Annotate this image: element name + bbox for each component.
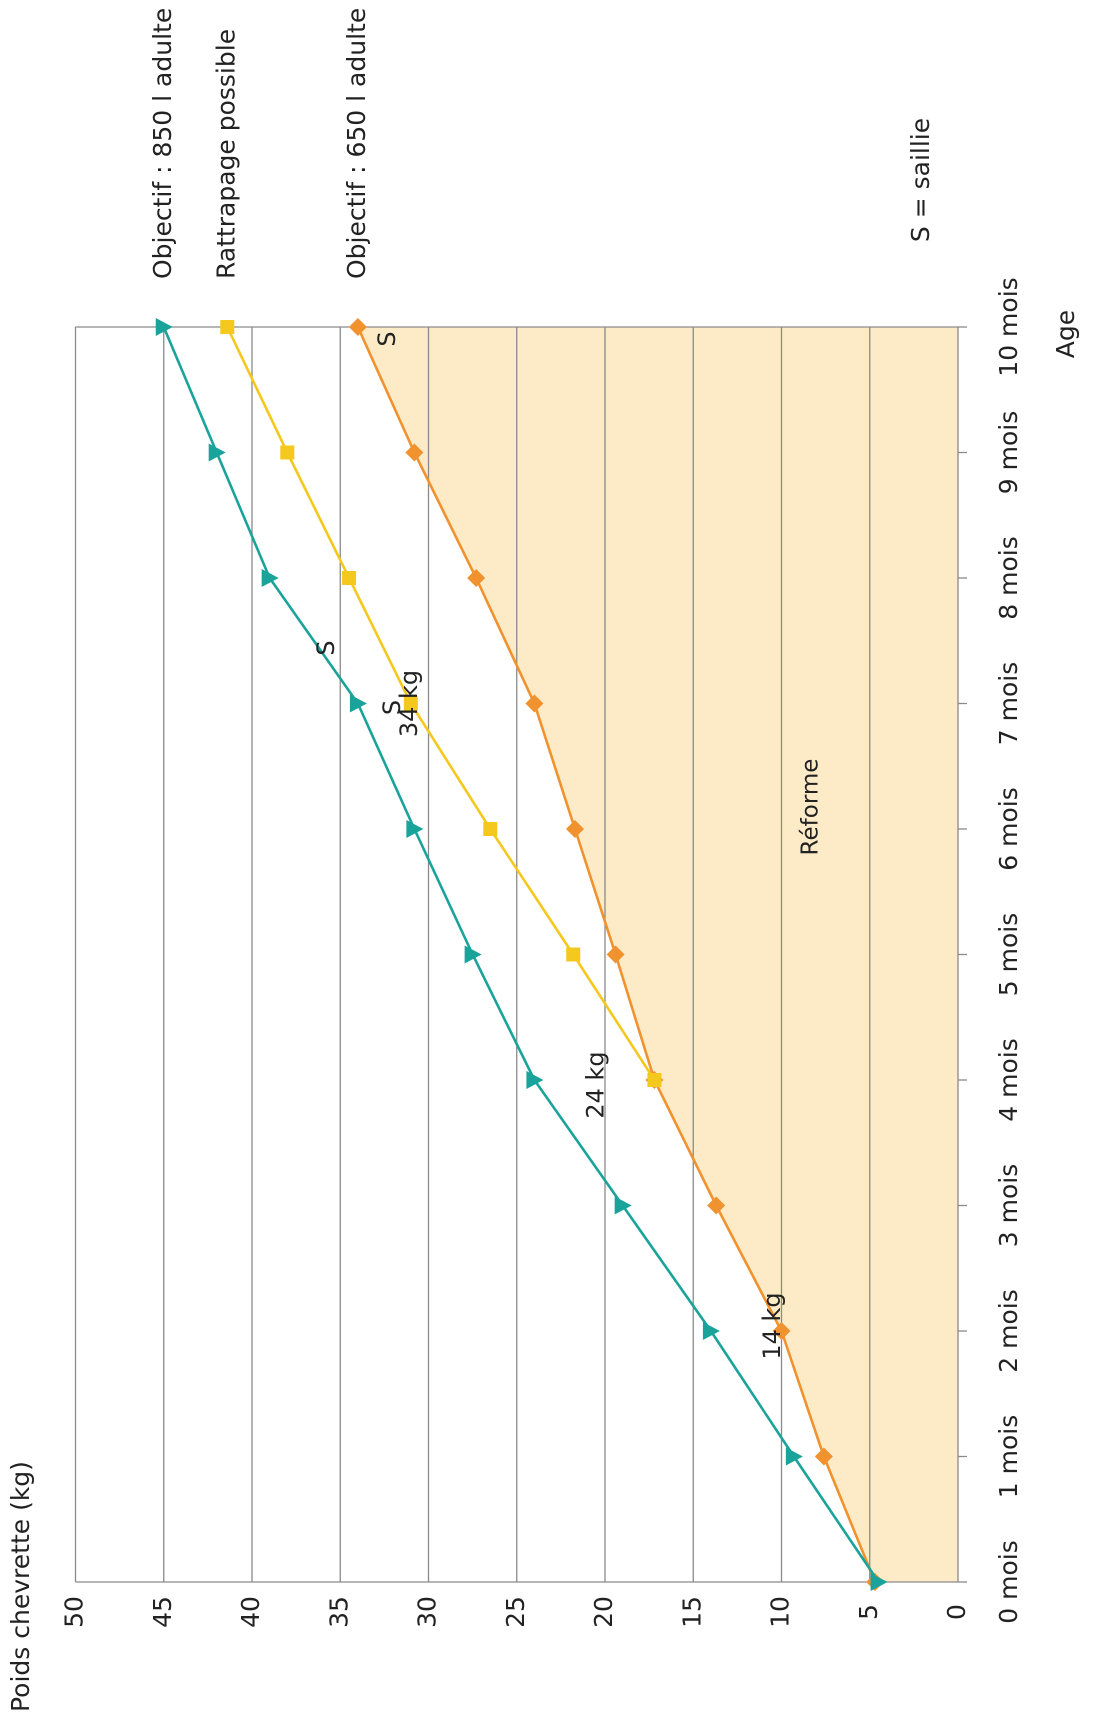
x-tick-label: 0 mois [994, 1540, 1023, 1623]
data-point [348, 318, 367, 336]
data-point [707, 1196, 726, 1215]
x-tick-label: 10 mois [994, 277, 1023, 376]
y-tick-label: 40 [236, 1596, 265, 1628]
data-point [814, 1447, 833, 1466]
data-point [464, 945, 482, 964]
x-tick-label: 8 mois [994, 536, 1023, 619]
reforme-region [357, 327, 958, 1582]
annotation-label: S [373, 331, 401, 346]
y-tick-label: 50 [60, 1596, 89, 1628]
y-tick-label: 45 [148, 1596, 177, 1628]
data-point [870, 1573, 888, 1591]
x-tick-label: 4 mois [994, 1038, 1023, 1121]
reforme-region-layer [357, 327, 958, 1582]
data-point [566, 947, 581, 962]
data-point [342, 571, 357, 585]
data-point [483, 822, 498, 836]
grid-layer [74, 326, 967, 1583]
data-point [403, 696, 418, 711]
annotation-label: S [378, 700, 406, 715]
x-tick-label: 9 mois [994, 411, 1023, 494]
data-point [526, 1071, 544, 1089]
y-tick-label: 15 [677, 1596, 706, 1628]
data-point [785, 1447, 803, 1466]
data-point [220, 320, 235, 334]
data-point [208, 443, 226, 462]
x-tick-label: 7 mois [994, 662, 1023, 745]
data-point [261, 569, 279, 587]
data-point [405, 443, 424, 462]
data-point [280, 445, 295, 460]
series-0 [155, 318, 888, 1591]
y-tick-label: 30 [413, 1596, 442, 1628]
saillie-note: S = saillie [906, 118, 935, 242]
annotation-label: 24 kg [581, 1051, 609, 1118]
annotation-label: 34 kg [395, 670, 423, 737]
y-tick-label: 0 [942, 1604, 971, 1620]
y-tick-label: 25 [501, 1596, 530, 1628]
annotation-label: 14 kg [758, 1292, 786, 1359]
y-axis-title: Poids chevrette (kg) [6, 1461, 35, 1712]
y-tick-label: 20 [589, 1596, 618, 1628]
series-2 [348, 318, 885, 1591]
data-point [467, 569, 486, 587]
data-point [772, 1322, 791, 1340]
data-point [702, 1322, 720, 1340]
y-tick-label: 5 [854, 1604, 883, 1620]
series-name-label: Objectif : 650 l adulte [342, 8, 371, 279]
data-point [565, 820, 584, 838]
series-name-label: Rattrapage possible [211, 29, 240, 279]
x-tick-label: 3 mois [994, 1164, 1023, 1247]
data-point [525, 694, 544, 713]
text-layer: Poids chevrette (kg) Age S = saillie Réf… [6, 8, 1080, 1712]
series-1 [220, 320, 662, 1087]
y-tick-label: 10 [766, 1596, 795, 1628]
x-tick-label: 1 mois [994, 1415, 1023, 1498]
series-name-label: Objectif : 850 l adulte [148, 8, 177, 279]
reforme-region-label: Réforme [798, 759, 824, 856]
x-tick-label: 5 mois [994, 913, 1023, 996]
data-point [647, 1073, 662, 1087]
data-point [155, 318, 173, 336]
y-tick-label: 35 [324, 1596, 353, 1628]
data-point [606, 945, 625, 964]
x-tick-label: 2 mois [994, 1289, 1023, 1372]
x-tick-label: 6 mois [994, 787, 1023, 870]
annotation-label: S [312, 640, 340, 655]
data-point [406, 820, 424, 838]
data-point [349, 694, 367, 713]
x-axis-title: Age [1051, 310, 1080, 358]
series-layer [155, 318, 888, 1591]
data-point [614, 1196, 632, 1215]
